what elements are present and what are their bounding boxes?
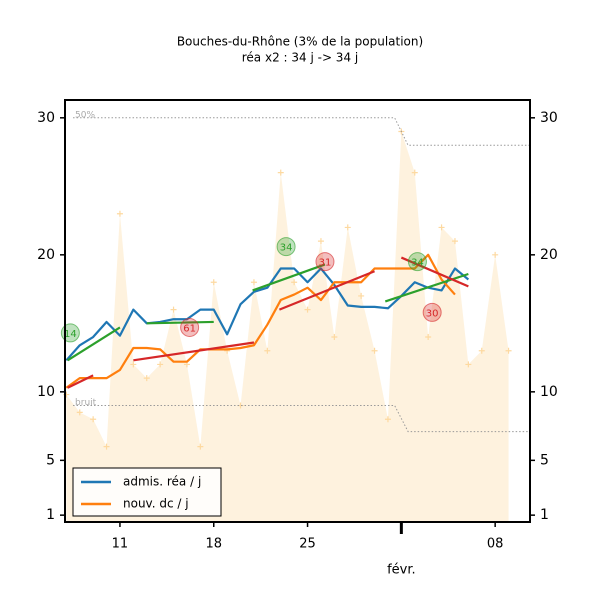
trend-line — [384, 272, 469, 303]
raw-point — [277, 169, 284, 176]
raw-point — [304, 306, 311, 313]
threshold-label: bruit — [75, 398, 97, 408]
raw-point — [425, 334, 432, 341]
raw-point — [264, 347, 271, 354]
annotation-label: 34 — [280, 243, 293, 254]
x-tick-label: 11 — [112, 537, 129, 552]
raw-point — [451, 238, 458, 245]
x-tick-label: 25 — [299, 537, 316, 552]
raw-point — [465, 361, 472, 368]
raw-point — [250, 279, 257, 286]
raw-area — [66, 131, 509, 522]
raw-point — [76, 409, 83, 416]
y2-tick-label: 30 — [540, 110, 558, 126]
y-tick-label: 20 — [37, 247, 55, 263]
y2-tick-label: 5 — [540, 452, 549, 468]
raw-point — [505, 347, 512, 354]
raw-point — [492, 251, 499, 258]
raw-point — [130, 361, 137, 368]
annotation-label: 61 — [183, 323, 196, 334]
x-tick-label: 18 — [205, 537, 222, 552]
raw-point — [384, 416, 391, 423]
y2-tick-label: 20 — [540, 247, 558, 263]
y-tick-label: 10 — [37, 384, 55, 400]
raw-point — [344, 224, 351, 231]
raw-point — [143, 375, 150, 382]
raw-point — [331, 334, 338, 341]
raw-point — [371, 347, 378, 354]
annotation-circle — [315, 252, 335, 272]
threshold-label: 50% — [75, 110, 95, 120]
y2-tick-label: 1 — [540, 507, 549, 523]
legend-box — [72, 467, 222, 517]
raw-point — [90, 416, 97, 423]
threshold-line — [73, 117, 530, 146]
raw-point — [210, 279, 217, 286]
raw-point — [317, 238, 324, 245]
annotation-circle — [422, 302, 442, 322]
trend-line — [278, 270, 375, 311]
y2-tick-label: 10 — [540, 384, 558, 400]
raw-point — [438, 224, 445, 231]
month-tick-label: févr. — [387, 563, 416, 578]
series-line — [65, 253, 456, 389]
trend-line — [67, 326, 121, 362]
y-tick-label: 5 — [46, 452, 55, 468]
annotation-circle — [180, 317, 200, 337]
raw-point — [411, 169, 418, 176]
y-tick-label: 30 — [37, 110, 55, 126]
annotation-circle — [407, 252, 427, 272]
x-tick-label: 08 — [487, 537, 504, 552]
legend-label: nouv. dc / j — [123, 497, 189, 511]
raw-point — [197, 443, 204, 450]
annotation-label: 14 — [64, 329, 77, 340]
raw-point — [157, 361, 164, 368]
annotation-label: 31 — [319, 258, 332, 269]
raw-point — [103, 443, 110, 450]
raw-point — [291, 279, 298, 286]
y-tick-label: 1 — [46, 507, 55, 523]
raw-point — [358, 292, 365, 299]
plot-frame — [64, 99, 531, 523]
trend-line — [133, 341, 255, 362]
annotation-label: 34 — [411, 258, 424, 269]
raw-point — [478, 347, 485, 354]
trend-line — [67, 374, 94, 389]
threshold-line — [73, 405, 530, 433]
annotation-circle — [276, 237, 296, 257]
raw-point — [116, 210, 123, 217]
trend-line — [400, 256, 469, 288]
trend-line — [252, 263, 326, 292]
raw-point — [170, 306, 177, 313]
annotation-label: 30 — [426, 308, 439, 319]
trend-line — [146, 320, 214, 325]
chart-title: Bouches-du-Rhône (3% de la population) — [177, 35, 423, 49]
legend-label: admis. réa / j — [123, 475, 201, 489]
chart-subtitle: réa x2 : 34 j -> 34 j — [242, 51, 358, 65]
